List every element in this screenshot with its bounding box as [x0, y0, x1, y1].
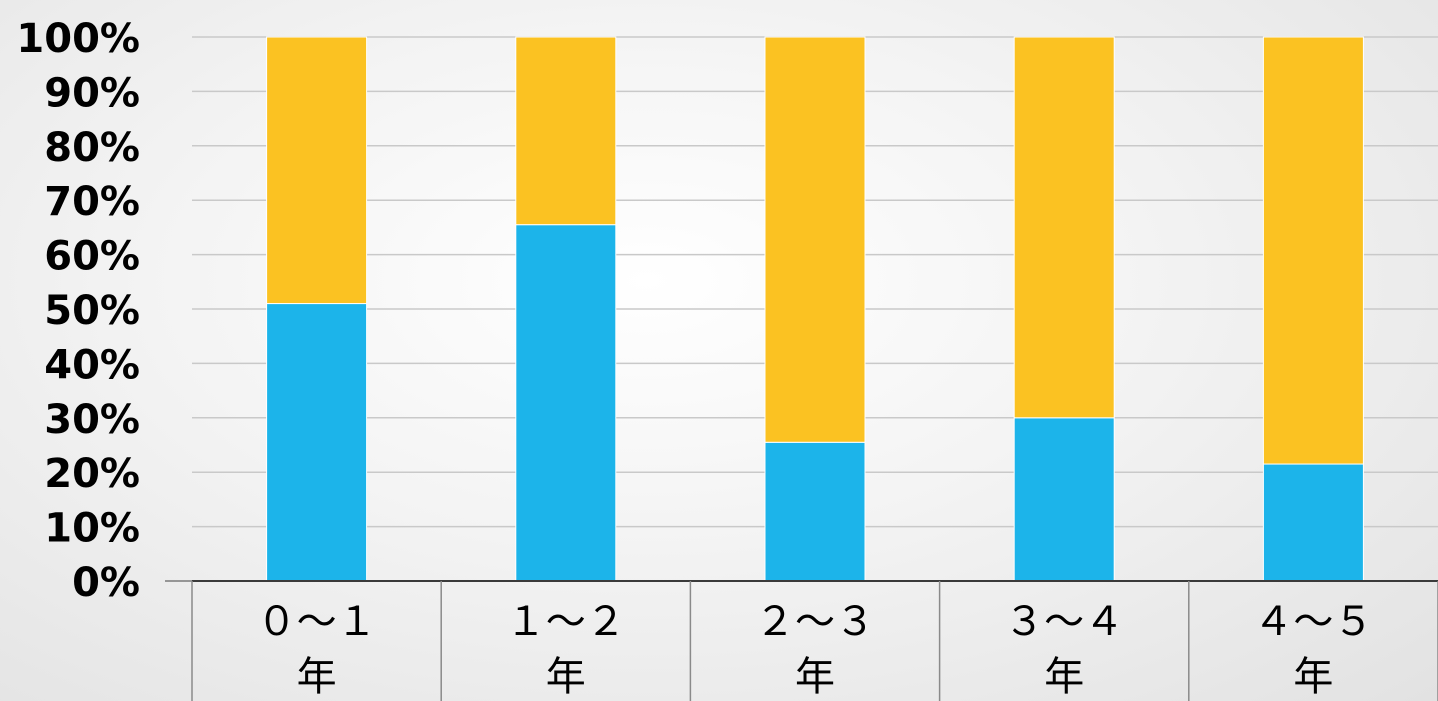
y-tick-label: 100% [16, 16, 140, 62]
y-tick-label: 10% [44, 506, 140, 552]
y-axis: 0% 10% 20% 30% 40% 50% 60% 70% 80% 90% 100% [16, 16, 140, 606]
x-tick-label: 年 [546, 654, 586, 700]
bar-segment-2 [764, 36, 866, 443]
x-tick-label: 年 [795, 654, 835, 700]
y-tick-label: 20% [44, 451, 140, 497]
x-tick-label: 年 [1044, 654, 1084, 700]
bar-segment-1 [1262, 463, 1364, 582]
y-tick-label: 80% [44, 125, 140, 171]
y-tick-label: 60% [44, 234, 140, 280]
bar-segment-2 [266, 36, 368, 305]
x-tick-label: ２～３ [755, 599, 875, 645]
x-tick-label: 年 [1293, 654, 1333, 700]
x-tick-label: ０～１ [257, 599, 377, 645]
bar-segment-1 [764, 441, 866, 582]
y-tick-label: 30% [44, 397, 140, 443]
bar-segment-1 [266, 303, 368, 582]
bar-segment-1 [1013, 417, 1115, 582]
x-tick-label: １～２ [506, 599, 626, 645]
bar-segment-1 [515, 224, 617, 582]
y-tick-label: 90% [44, 70, 140, 116]
y-tick-label: 0% [72, 560, 140, 606]
bar-segment-2 [1262, 36, 1364, 465]
x-tick-label: 年 [297, 654, 337, 700]
bar-segment-2 [1013, 36, 1115, 419]
x-tick-label: ４～５ [1253, 599, 1373, 645]
bar-segment-2 [515, 36, 617, 226]
y-tick-label: 50% [44, 288, 140, 334]
x-tick-label: ３～４ [1004, 599, 1124, 645]
y-tick-label: 70% [44, 179, 140, 225]
y-tick-label: 40% [44, 342, 140, 388]
x-axis: ０～１ 年 １～２ 年 ２～３ 年 ３～４ 年 ４～５ 年 [165, 580, 1438, 701]
